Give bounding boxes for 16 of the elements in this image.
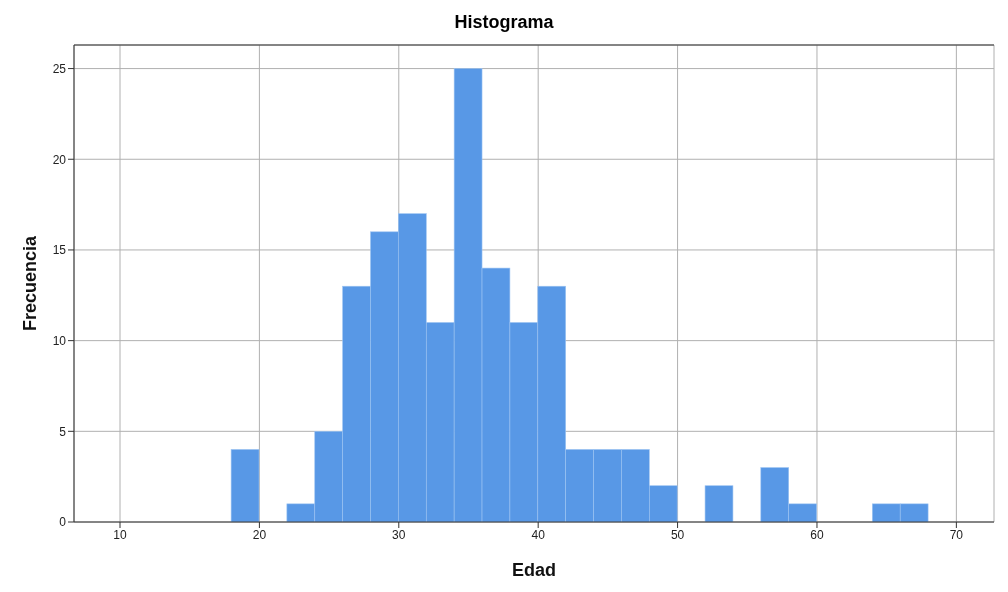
x-tick-label: 30: [392, 527, 406, 542]
x-axis-title: Edad: [511, 560, 557, 580]
y-tick-label: 20: [52, 152, 67, 167]
x-tick-label: 60: [810, 527, 824, 542]
chart-title: Histograma: [453, 12, 555, 33]
y-tick-label: 5: [59, 424, 67, 439]
x-tick-label: 70: [949, 527, 964, 542]
x-tick-label: 20: [252, 527, 267, 542]
y-axis-title: Frecuencia: [20, 234, 41, 332]
y-tick-label: 0: [59, 515, 67, 530]
x-tick-label: 40: [531, 527, 546, 542]
y-tick-label: 10: [52, 333, 67, 348]
y-tick-label: 15: [52, 243, 67, 258]
x-tick-label: 50: [670, 527, 685, 542]
x-tick-label: 10: [113, 527, 127, 542]
y-tick-label: 25: [52, 61, 67, 76]
